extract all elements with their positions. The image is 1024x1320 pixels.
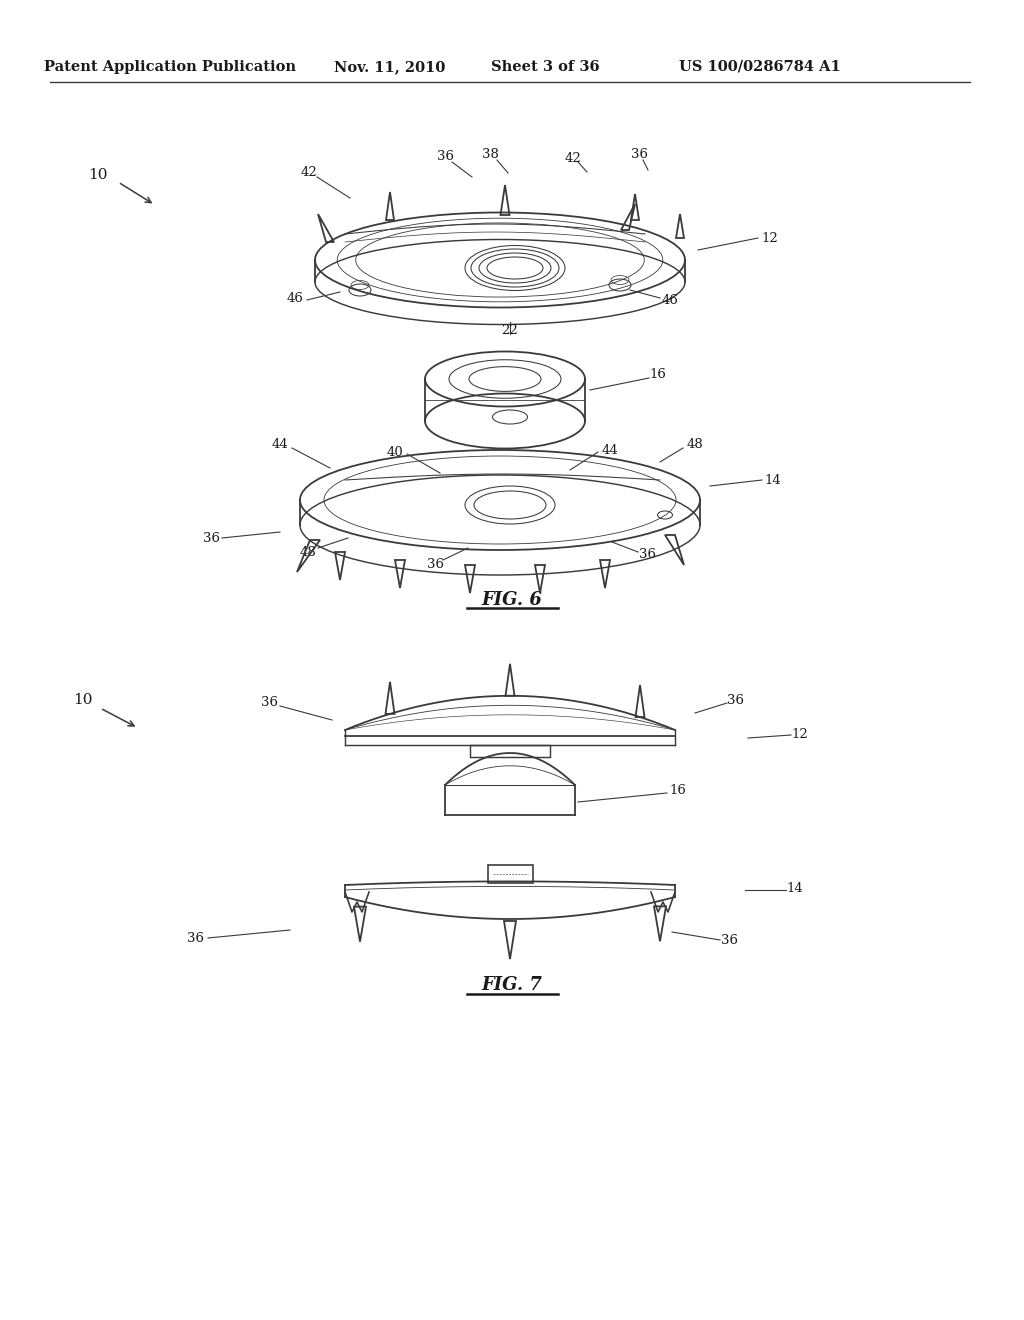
Text: 36: 36 bbox=[187, 932, 205, 945]
Text: Sheet 3 of 36: Sheet 3 of 36 bbox=[490, 59, 599, 74]
Text: 36: 36 bbox=[640, 548, 656, 561]
Text: 12: 12 bbox=[792, 729, 808, 742]
Text: 36: 36 bbox=[261, 696, 279, 709]
Text: 36: 36 bbox=[427, 557, 443, 570]
Bar bbox=[487, 865, 532, 883]
Text: FIG. 7: FIG. 7 bbox=[481, 975, 543, 994]
Text: 42: 42 bbox=[301, 165, 317, 178]
Text: 46: 46 bbox=[287, 292, 303, 305]
Text: 40: 40 bbox=[387, 446, 403, 458]
Text: 36: 36 bbox=[632, 149, 648, 161]
Text: 22: 22 bbox=[502, 323, 518, 337]
Text: 42: 42 bbox=[564, 152, 582, 165]
Text: Nov. 11, 2010: Nov. 11, 2010 bbox=[334, 59, 445, 74]
Text: 38: 38 bbox=[481, 149, 499, 161]
Text: 48: 48 bbox=[300, 545, 316, 558]
Text: 12: 12 bbox=[762, 231, 778, 244]
Text: 36: 36 bbox=[722, 933, 738, 946]
Text: 10: 10 bbox=[74, 693, 93, 708]
Text: Patent Application Publication: Patent Application Publication bbox=[44, 59, 296, 74]
Text: 48: 48 bbox=[687, 438, 703, 451]
Text: 16: 16 bbox=[670, 784, 686, 796]
Text: 36: 36 bbox=[204, 532, 220, 544]
Text: FIG. 6: FIG. 6 bbox=[481, 591, 543, 609]
Text: 14: 14 bbox=[765, 474, 781, 487]
Bar bbox=[470, 744, 550, 756]
Text: US 100/0286784 A1: US 100/0286784 A1 bbox=[679, 59, 841, 74]
Text: 44: 44 bbox=[271, 438, 289, 451]
Text: 36: 36 bbox=[726, 693, 743, 706]
Text: 14: 14 bbox=[786, 882, 804, 895]
Text: 44: 44 bbox=[602, 444, 618, 457]
Text: 10: 10 bbox=[88, 168, 108, 182]
Text: 46: 46 bbox=[662, 293, 679, 306]
Text: 16: 16 bbox=[649, 368, 667, 381]
Text: 36: 36 bbox=[436, 150, 454, 164]
